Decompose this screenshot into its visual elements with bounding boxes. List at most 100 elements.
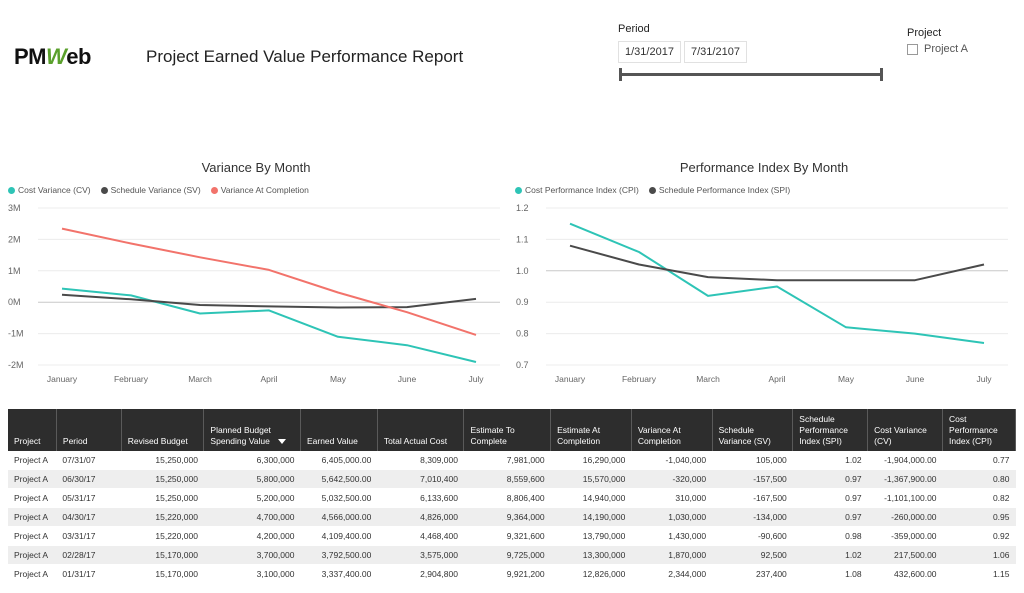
data-point[interactable] bbox=[129, 293, 133, 297]
data-point[interactable] bbox=[568, 244, 572, 248]
column-header-revised-budget[interactable]: Revised Budget bbox=[121, 409, 205, 451]
table-cell: 92,500 bbox=[712, 545, 793, 565]
period-slider-start-handle[interactable] bbox=[619, 68, 622, 81]
column-header-variance-at-completion[interactable]: Variance At Completion bbox=[631, 409, 713, 451]
series-line-1[interactable] bbox=[61, 293, 477, 309]
data-point[interactable] bbox=[60, 227, 64, 231]
legend-item-spi[interactable]: Schedule Performance Index (SPI) bbox=[648, 185, 790, 195]
variance-chart-legend: Cost Variance (CV) Schedule Variance (SV… bbox=[8, 185, 309, 195]
data-point[interactable] bbox=[775, 285, 779, 289]
data-point[interactable] bbox=[775, 278, 779, 282]
data-point[interactable] bbox=[336, 335, 340, 339]
data-point[interactable] bbox=[198, 255, 202, 259]
legend-item-vac[interactable]: Variance At Completion bbox=[210, 185, 309, 195]
column-header-estimate-at-completion[interactable]: Estimate At Completion bbox=[550, 409, 632, 451]
table-cell: 1.02 bbox=[792, 451, 868, 470]
series-line-1[interactable] bbox=[569, 244, 985, 282]
table-cell: 15,250,000 bbox=[121, 451, 204, 470]
data-point[interactable] bbox=[198, 311, 202, 315]
series-line-0[interactable] bbox=[569, 222, 985, 344]
legend-item-cv[interactable]: Cost Variance (CV) bbox=[8, 185, 91, 195]
data-point[interactable] bbox=[474, 360, 478, 364]
start-date-input[interactable]: 1/31/2017 bbox=[618, 41, 681, 63]
performance-index-by-month-chart[interactable]: 1.2 1.1 1.0 0.9 0.8 0.7 January February March Ap… bbox=[508, 195, 1020, 395]
data-point[interactable] bbox=[568, 222, 572, 226]
data-point[interactable] bbox=[844, 325, 848, 329]
legend-item-cpi[interactable]: Cost Performance Index (CPI) bbox=[515, 185, 639, 195]
data-point[interactable] bbox=[129, 297, 133, 301]
data-point[interactable] bbox=[198, 303, 202, 307]
data-point[interactable] bbox=[336, 290, 340, 294]
table-cell: 15,170,000 bbox=[121, 545, 204, 565]
data-point[interactable] bbox=[60, 287, 64, 291]
column-header-earned-value[interactable]: Earned Value bbox=[300, 409, 378, 451]
table-cell: 8,806,400 bbox=[463, 488, 551, 508]
end-date-input[interactable]: 7/31/2107 bbox=[684, 41, 747, 63]
x-tick-label: January bbox=[555, 374, 586, 384]
table-row[interactable]: Project A 02/28/17 15,170,000 3,700,000 3,79… bbox=[8, 545, 1016, 565]
project-a-checkbox[interactable] bbox=[907, 43, 918, 55]
data-point[interactable] bbox=[913, 332, 917, 336]
variance-by-month-chart[interactable]: 3M 2M 1M 0M -1M -2M January February March April M… bbox=[0, 195, 512, 395]
data-point[interactable] bbox=[982, 341, 986, 345]
data-point[interactable] bbox=[336, 305, 340, 309]
series-line-2[interactable] bbox=[61, 227, 477, 336]
data-point[interactable] bbox=[60, 293, 64, 297]
y-tick-label: -1M bbox=[8, 329, 24, 339]
x-tick-label: July bbox=[468, 374, 484, 384]
table-cell: -1,904,000.00 bbox=[867, 451, 943, 470]
table-row[interactable]: Project A 04/30/17 15,220,000 4,700,000 4,56… bbox=[8, 507, 1016, 527]
table-cell: 7,010,400 bbox=[377, 469, 464, 489]
table-row[interactable]: Project A 06/30/17 15,250,000 5,800,000 5,64… bbox=[8, 469, 1016, 489]
column-header-spi[interactable]: Schedule Performance Index (SPI) bbox=[792, 409, 869, 451]
table-cell: 5,642,500.00 bbox=[300, 469, 378, 489]
data-point[interactable] bbox=[844, 278, 848, 282]
data-point[interactable] bbox=[405, 310, 409, 314]
table-cell: -167,500 bbox=[712, 488, 793, 508]
column-header-planned-budget[interactable]: Planned Budget Spending Value bbox=[203, 409, 301, 451]
table-cell: 5,032,500.00 bbox=[300, 488, 378, 508]
data-point[interactable] bbox=[982, 263, 986, 267]
data-point[interactable] bbox=[706, 275, 710, 279]
legend-label: Schedule Variance (SV) bbox=[110, 185, 201, 195]
data-point[interactable] bbox=[405, 305, 409, 309]
data-point[interactable] bbox=[267, 308, 271, 312]
table-cell: 432,600.00 bbox=[867, 564, 943, 584]
data-point[interactable] bbox=[405, 343, 409, 347]
data-point[interactable] bbox=[474, 333, 478, 337]
table-cell: 0.97 bbox=[792, 469, 868, 489]
table-row[interactable]: Project A 07/31/07 15,250,000 6,300,000 6,40… bbox=[8, 451, 1016, 470]
column-header-estimate-to-complete[interactable]: Estimate To Complete bbox=[463, 409, 552, 451]
column-header-period[interactable]: Period bbox=[56, 409, 122, 451]
data-point[interactable] bbox=[913, 278, 917, 282]
table-cell: 3,575,000 bbox=[377, 545, 464, 565]
y-tick-label: 1.2 bbox=[516, 203, 529, 213]
column-header-project[interactable]: Project bbox=[8, 409, 57, 451]
column-header-cost-variance[interactable]: Cost Variance (CV) bbox=[867, 409, 944, 451]
legend-item-sv[interactable]: Schedule Variance (SV) bbox=[100, 185, 201, 195]
column-header-cpi[interactable]: Cost Performance Index (CPI) bbox=[942, 409, 1016, 451]
y-tick-label: 1.1 bbox=[516, 234, 529, 244]
sort-descending-icon[interactable] bbox=[277, 439, 286, 445]
table-cell: 237,400 bbox=[712, 564, 793, 584]
data-point[interactable] bbox=[637, 263, 641, 267]
period-slider-end-handle[interactable] bbox=[880, 68, 883, 81]
data-point[interactable] bbox=[706, 294, 710, 298]
data-point[interactable] bbox=[129, 241, 133, 245]
table-row[interactable]: Project A 03/31/17 15,220,000 4,200,000 4,10… bbox=[8, 526, 1016, 546]
performance-chart-legend: Cost Performance Index (CPI) Schedule Pe… bbox=[515, 185, 790, 195]
column-header-schedule-variance[interactable]: Schedule Variance (SV) bbox=[712, 409, 794, 451]
table-row[interactable]: Project A 01/31/17 15,170,000 3,100,000 3,33… bbox=[8, 564, 1016, 584]
series-line-0[interactable] bbox=[61, 287, 477, 363]
project-option-project-a[interactable]: Project A bbox=[907, 43, 968, 55]
data-point[interactable] bbox=[267, 304, 271, 308]
table-cell: 4,700,000 bbox=[203, 507, 301, 527]
column-header-total-actual-cost[interactable]: Total Actual Cost bbox=[377, 409, 465, 451]
data-point[interactable] bbox=[474, 297, 478, 301]
legend-dot-icon bbox=[515, 186, 522, 194]
table-cell: 7,981,000 bbox=[463, 451, 551, 470]
period-slider-track[interactable] bbox=[620, 73, 882, 76]
data-point[interactable] bbox=[267, 268, 271, 272]
data-point[interactable] bbox=[637, 250, 641, 254]
table-row[interactable]: Project A 05/31/17 15,250,000 5,200,000 5,03… bbox=[8, 488, 1016, 508]
